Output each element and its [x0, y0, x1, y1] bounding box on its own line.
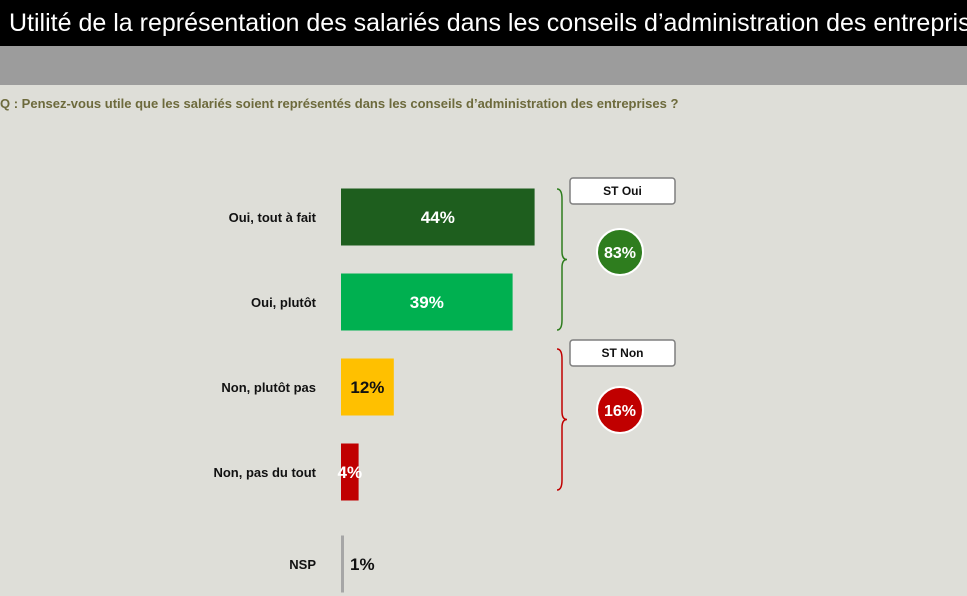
category-label: Oui, tout à fait: [229, 210, 317, 225]
group-bracket: [556, 188, 568, 331]
header-band: [0, 46, 967, 85]
group-total-label: 16%: [604, 403, 636, 420]
bar: [341, 535, 344, 593]
category-label: Non, pas du tout: [213, 465, 316, 480]
bar: [341, 358, 394, 416]
value-label: 1%: [350, 555, 375, 574]
value-label: 44%: [421, 208, 455, 227]
category-label: NSP: [289, 557, 316, 572]
group-total-label: 83%: [604, 245, 636, 262]
group-label-box: [569, 177, 676, 205]
group-label: ST Oui: [603, 184, 642, 198]
question-text: Q : Pensez-vous utile que les salariés s…: [0, 96, 679, 111]
title-bar: Utilité de la représentation des salarié…: [0, 0, 967, 46]
category-label: Non, plutôt pas: [221, 380, 316, 395]
group-label-box: [569, 339, 676, 367]
page-title: Utilité de la représentation des salarié…: [9, 9, 967, 37]
bar: [341, 273, 513, 331]
category-label: Oui, plutôt: [251, 295, 317, 310]
group-total-circle: [596, 228, 644, 276]
group-total-circle: [596, 386, 644, 434]
value-label: 4%: [338, 463, 363, 482]
bar: [341, 188, 535, 246]
group-bracket: [556, 348, 568, 491]
bar: [341, 443, 359, 501]
value-label: 12%: [350, 378, 384, 397]
group-label: ST Non: [602, 346, 644, 360]
value-label: 39%: [410, 293, 444, 312]
